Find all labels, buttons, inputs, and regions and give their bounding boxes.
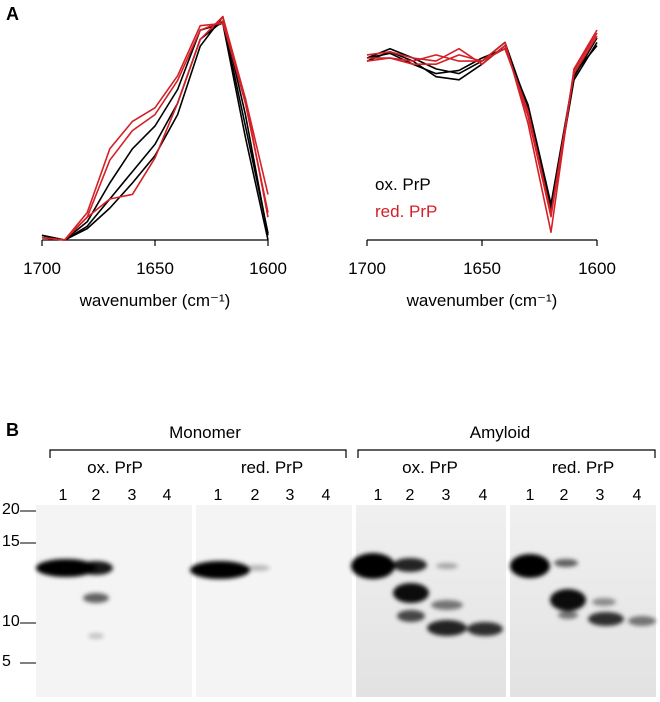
- subgroup-title: ox. PrP: [402, 458, 458, 477]
- gel-panel: [356, 505, 506, 697]
- x-tick-label: 1650: [463, 259, 501, 278]
- lane-number: 2: [560, 487, 569, 504]
- spectrum-line: [41, 22, 269, 241]
- lane-number: 4: [633, 487, 642, 504]
- panel-label: A: [6, 4, 19, 24]
- marker-label: 15: [2, 533, 20, 550]
- lane-number: 3: [128, 487, 137, 504]
- x-tick-label: 1650: [136, 259, 174, 278]
- bands: [36, 553, 656, 639]
- subgroup-title: ox. PrP: [87, 458, 143, 477]
- group-title: Monomer: [169, 423, 241, 442]
- lane-number: 3: [596, 487, 605, 504]
- lane-number: 2: [406, 487, 415, 504]
- lane-number: 1: [214, 487, 223, 504]
- marker-label: 10: [2, 613, 20, 630]
- spectrum-line: [41, 15, 269, 241]
- subgroup-title: red. PrP: [241, 458, 303, 477]
- x-axis-label: wavenumber (cm⁻¹): [406, 291, 558, 310]
- gel-panel: [36, 505, 192, 697]
- spectrum-line: [41, 20, 269, 241]
- lane-number: 4: [479, 487, 488, 504]
- gel-panel: [196, 505, 352, 697]
- subgroup-title: red. PrP: [552, 458, 614, 477]
- lane-number: 1: [374, 487, 383, 504]
- x-axis-label: wavenumber (cm⁻¹): [79, 291, 231, 310]
- bracket: [357, 449, 656, 458]
- lane-number: 4: [163, 487, 172, 504]
- bracket: [49, 449, 347, 458]
- spectrum-line: [41, 20, 269, 241]
- gel-images: [36, 505, 656, 697]
- lane-number: 4: [322, 487, 331, 504]
- spectrum-line: [41, 15, 269, 241]
- lane-number: 1: [526, 487, 535, 504]
- legend-entry: red. PrP: [375, 202, 437, 221]
- x-tick-label: 1600: [249, 259, 287, 278]
- marker-label: 5: [2, 653, 11, 670]
- spectrum-line: [366, 35, 598, 215]
- lane-number: 3: [286, 487, 295, 504]
- legend-entry: ox. PrP: [375, 175, 431, 194]
- lane-number: 2: [92, 487, 101, 504]
- x-tick-label: 1700: [348, 259, 386, 278]
- panel-label: B: [6, 420, 19, 440]
- x-tick-label: 1600: [578, 259, 616, 278]
- group-title: Amyloid: [470, 423, 530, 442]
- lane-number: 1: [59, 487, 68, 504]
- lane-number: 3: [442, 487, 451, 504]
- lane-number: 2: [251, 487, 260, 504]
- x-tick-label: 1700: [23, 259, 61, 278]
- marker-label: 20: [2, 501, 20, 518]
- spectrum-line: [41, 22, 269, 241]
